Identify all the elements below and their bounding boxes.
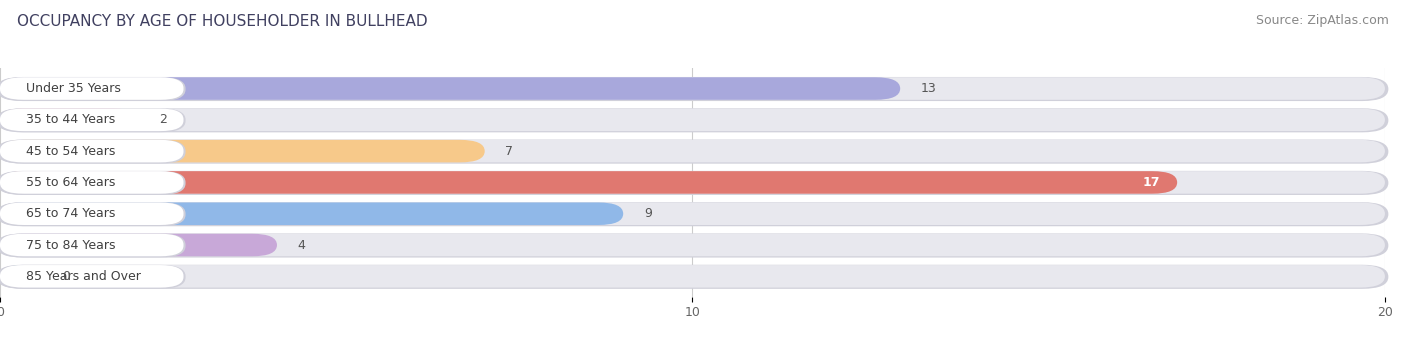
- FancyBboxPatch shape: [0, 140, 186, 163]
- FancyBboxPatch shape: [0, 108, 1385, 131]
- FancyBboxPatch shape: [0, 108, 186, 132]
- FancyBboxPatch shape: [0, 234, 184, 256]
- Text: 4: 4: [298, 239, 305, 252]
- Text: 55 to 64 Years: 55 to 64 Years: [27, 176, 115, 189]
- Text: 2: 2: [159, 113, 167, 126]
- FancyBboxPatch shape: [0, 171, 184, 194]
- Text: Under 35 Years: Under 35 Years: [27, 82, 121, 95]
- Text: 65 to 74 Years: 65 to 74 Years: [27, 207, 115, 220]
- FancyBboxPatch shape: [0, 265, 1388, 289]
- Text: 9: 9: [644, 207, 652, 220]
- FancyBboxPatch shape: [0, 108, 139, 131]
- FancyBboxPatch shape: [0, 77, 184, 100]
- FancyBboxPatch shape: [0, 265, 1385, 287]
- FancyBboxPatch shape: [0, 265, 184, 287]
- FancyBboxPatch shape: [0, 234, 186, 257]
- FancyBboxPatch shape: [0, 140, 1385, 162]
- FancyBboxPatch shape: [0, 234, 1388, 257]
- FancyBboxPatch shape: [0, 202, 186, 226]
- Text: 35 to 44 Years: 35 to 44 Years: [27, 113, 115, 126]
- FancyBboxPatch shape: [0, 77, 900, 100]
- FancyBboxPatch shape: [0, 77, 186, 101]
- FancyBboxPatch shape: [0, 203, 1385, 225]
- Text: 85 Years and Over: 85 Years and Over: [27, 270, 141, 283]
- FancyBboxPatch shape: [0, 139, 1388, 164]
- FancyBboxPatch shape: [0, 203, 623, 225]
- FancyBboxPatch shape: [0, 202, 1388, 226]
- Text: 75 to 84 Years: 75 to 84 Years: [27, 239, 115, 252]
- FancyBboxPatch shape: [0, 234, 277, 256]
- FancyBboxPatch shape: [0, 265, 186, 289]
- FancyBboxPatch shape: [0, 108, 1388, 132]
- FancyBboxPatch shape: [0, 234, 1385, 256]
- Text: 0: 0: [62, 270, 70, 283]
- FancyBboxPatch shape: [0, 171, 186, 195]
- Text: 17: 17: [1142, 176, 1160, 189]
- FancyBboxPatch shape: [0, 140, 485, 162]
- FancyBboxPatch shape: [0, 77, 1388, 101]
- FancyBboxPatch shape: [0, 140, 184, 162]
- FancyBboxPatch shape: [0, 171, 1385, 194]
- Text: 45 to 54 Years: 45 to 54 Years: [27, 145, 115, 158]
- FancyBboxPatch shape: [0, 203, 184, 225]
- Text: Source: ZipAtlas.com: Source: ZipAtlas.com: [1256, 14, 1389, 27]
- FancyBboxPatch shape: [0, 171, 1388, 195]
- FancyBboxPatch shape: [0, 171, 1177, 194]
- FancyBboxPatch shape: [0, 108, 184, 131]
- Text: 7: 7: [506, 145, 513, 158]
- FancyBboxPatch shape: [0, 265, 42, 287]
- Text: OCCUPANCY BY AGE OF HOUSEHOLDER IN BULLHEAD: OCCUPANCY BY AGE OF HOUSEHOLDER IN BULLH…: [17, 14, 427, 29]
- FancyBboxPatch shape: [0, 77, 1385, 100]
- Text: 13: 13: [921, 82, 936, 95]
